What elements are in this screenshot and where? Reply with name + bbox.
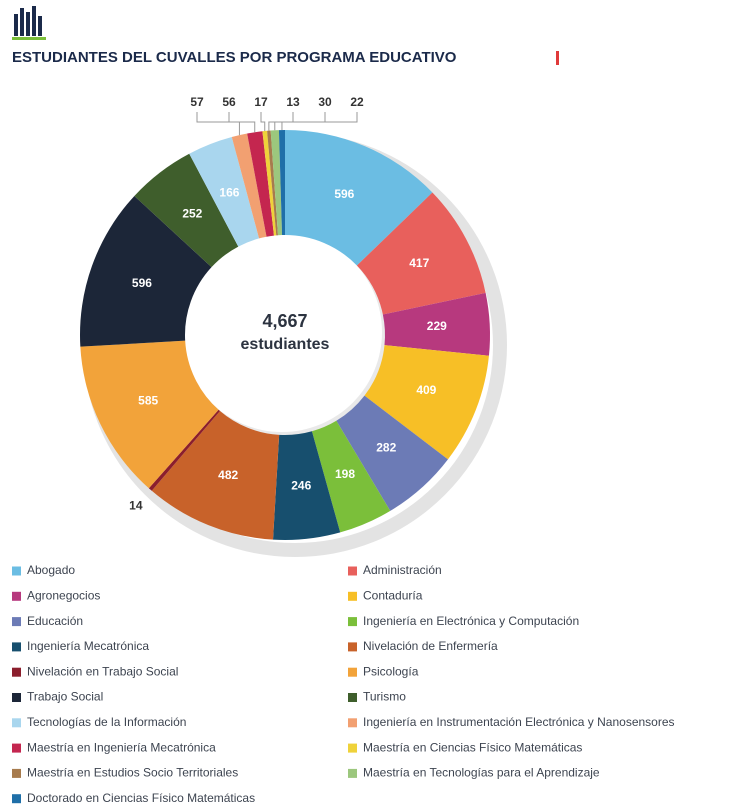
value-label: 166 [219,186,239,200]
legend-swatch [348,743,357,753]
value-label: 282 [376,441,396,455]
value-label: 482 [218,468,238,482]
legend-label: Nivelación de Enfermería [363,639,498,653]
legend-label: Ingeniería en Electrónica y Computación [363,614,579,628]
value-label: 22 [350,95,364,109]
legend-swatch [12,617,21,627]
value-label: 198 [335,467,355,481]
value-label: 409 [416,383,436,397]
legend-swatch [348,617,357,627]
legend-swatch [12,743,21,753]
legend-label: Doctorado en Ciencias Físico Matemáticas [27,791,255,805]
donut-slice [189,137,260,247]
donut-slice [148,409,221,491]
legend-swatch [12,642,21,652]
donut-hole [182,232,382,432]
donut-slice [336,395,448,511]
donut-slice [382,292,490,356]
legend-swatch [12,667,21,677]
donut-slice [262,130,277,236]
value-label: 57 [190,95,204,109]
legend-swatch [12,768,21,778]
legend-label: Maestría en Tecnologías para el Aprendiz… [363,766,600,780]
value-label: 56 [222,95,236,109]
donut-slice [270,130,283,236]
legend-label: Maestría en Estudios Socio Territoriales [27,766,238,780]
value-label: 252 [182,207,202,221]
legend-swatch [348,768,357,778]
donut-slice [231,133,267,239]
leader-line [196,112,240,136]
legend-swatch [12,794,21,804]
leader-line [281,112,358,131]
legend-label: Psicología [363,664,419,678]
donut-slice [247,131,274,237]
title-accent [556,51,559,65]
legend-label: Trabajo Social [27,690,103,704]
donut-slice [151,411,280,540]
leader-line [268,112,294,131]
legend-swatch [348,693,357,702]
legend-label: Administración [363,563,442,577]
donut-slice [267,130,279,236]
logo-icon [12,6,46,40]
donut-slice [79,195,212,347]
legend-swatch [348,718,357,728]
legend-swatch [348,642,357,652]
legend-label: Ingeniería en Instrumentación Electrónic… [363,715,675,729]
value-label: 229 [427,319,447,333]
donut-slice [278,130,285,236]
value-label: 585 [138,393,158,407]
legend-label: Tecnologías de la Información [27,715,186,729]
leader-line [260,112,266,132]
donut-slice [356,192,486,315]
value-label: 596 [132,276,152,290]
leader-line [228,112,256,133]
value-label: 13 [286,95,300,109]
donut-slice [364,345,489,460]
total-value: 4,667 [262,311,307,331]
legend-label: Ingeniería Mecatrónica [27,639,149,653]
legend-swatch [12,718,21,728]
donut-slice [285,130,433,266]
legend-swatch [348,667,357,677]
value-label: 14 [129,498,143,512]
donut-slice [134,153,239,268]
donut-slice [273,431,341,540]
donut-slice [311,420,391,533]
legend-label: Abogado [27,563,75,577]
legend-label: Nivelación en Trabajo Social [27,664,178,678]
legend-swatch [348,591,357,601]
legend-swatch [12,591,21,601]
legend-label: Agronegocios [27,588,100,602]
chart-title: ESTUDIANTES DEL CUVALLES POR PROGRAMA ED… [12,49,457,66]
legend-swatch [348,566,357,576]
legend-swatch [12,566,21,576]
total-label: estudiantes [241,336,330,353]
value-label: 30 [318,95,332,109]
donut-slice [80,340,219,489]
legend-label: Turismo [363,690,406,704]
legend-label: Educación [27,614,83,628]
legend-label: Contaduría [363,588,423,602]
value-label: 17 [254,95,268,109]
value-label: 246 [291,478,311,492]
legend-label: Maestría en Ingeniería Mecatrónica [27,740,216,754]
legend-swatch [12,693,21,702]
legend-label: Maestría en Ciencias Físico Matemáticas [363,740,582,754]
value-label: 417 [409,256,429,270]
value-label: 596 [334,187,354,201]
